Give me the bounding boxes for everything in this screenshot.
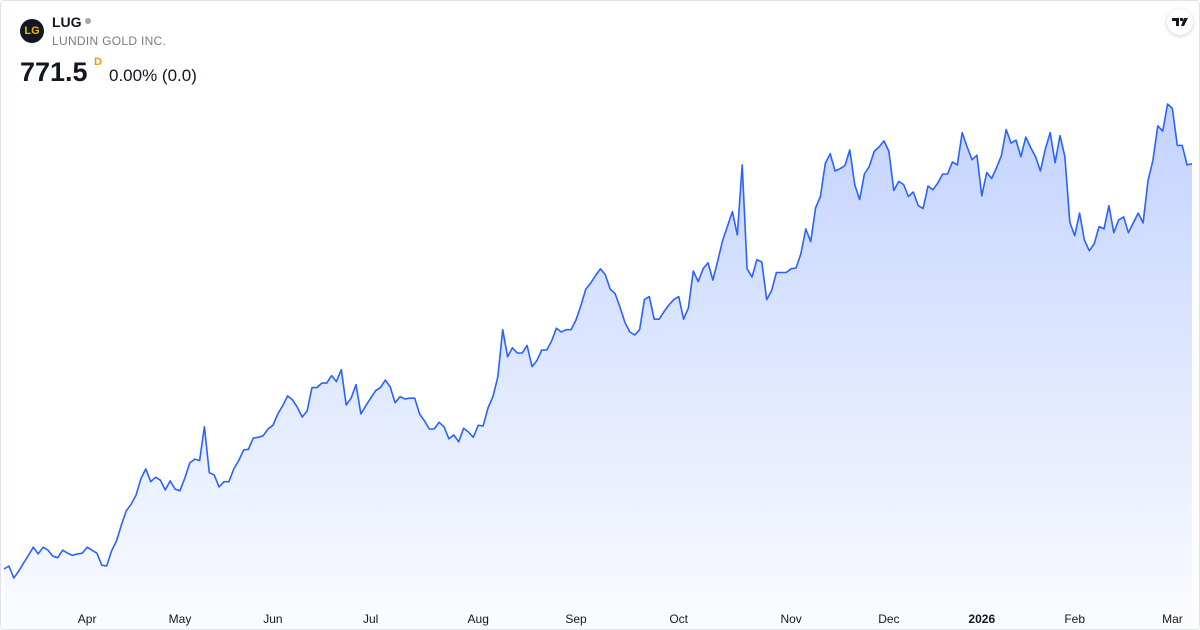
status-dot — [85, 18, 91, 24]
interval: D — [94, 56, 102, 68]
x-tick-label: Dec — [878, 612, 899, 626]
tv-icon — [1172, 18, 1188, 26]
x-tick-label: Sep — [565, 612, 587, 626]
x-tick-label: Mar — [1162, 612, 1183, 626]
x-tick-label: Apr — [78, 612, 97, 626]
price-line — [3, 103, 1193, 579]
price: 771.5 — [20, 57, 88, 87]
x-tick-label: 2026 — [968, 612, 995, 626]
tradingview-logo[interactable] — [1167, 9, 1193, 35]
x-tick-label: May — [169, 612, 192, 626]
company-name: LUNDIN GOLD INC. — [52, 34, 167, 48]
x-tick-label: Oct — [669, 612, 688, 626]
x-tick-label: Jul — [363, 612, 378, 626]
change: 0.00% (0.0) — [109, 66, 197, 85]
area-fill — [4, 104, 1192, 629]
x-tick-label: Jun — [263, 612, 282, 626]
logo: LG — [20, 19, 44, 43]
symbol[interactable]: LUG — [52, 14, 82, 30]
x-tick-label: Feb — [1064, 612, 1085, 626]
x-tick-label: Nov — [780, 612, 801, 626]
x-tick-label: Aug — [468, 612, 489, 626]
